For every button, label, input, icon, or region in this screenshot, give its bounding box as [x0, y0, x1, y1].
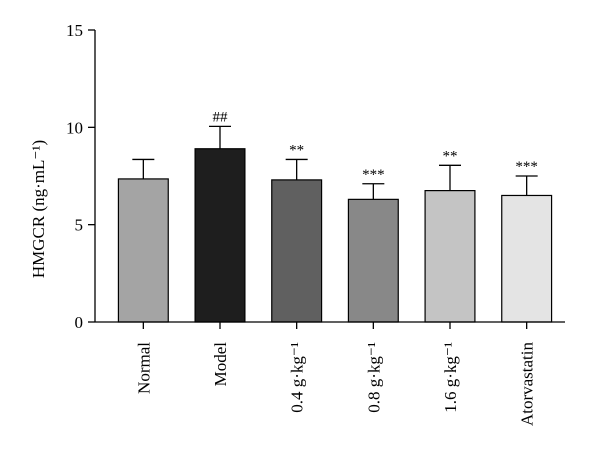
- significance-label: ***: [362, 167, 385, 183]
- bar: [424, 190, 476, 323]
- significance-label: **: [443, 148, 458, 164]
- x-tick-label: 0.8 g·kg⁻¹: [364, 342, 383, 413]
- significance-label: ***: [515, 159, 538, 175]
- bar: [117, 178, 169, 323]
- bars: ##**********: [117, 109, 553, 323]
- x-tick-label: Normal: [134, 342, 153, 394]
- significance-label: ##: [213, 109, 229, 125]
- y-tick-label: 0: [75, 313, 84, 332]
- y-axis: 0 5 10 15: [66, 21, 96, 332]
- bar: [347, 198, 399, 323]
- x-tick-label: 1.6 g·kg⁻¹: [441, 342, 460, 413]
- x-tick-label: Atorvastatin: [518, 342, 537, 427]
- bar: [501, 194, 553, 323]
- bar: [194, 148, 246, 323]
- x-tick-label: Model: [211, 342, 230, 387]
- y-tick-label: 5: [75, 216, 84, 235]
- bar: [271, 179, 323, 323]
- x-axis: Normal Model 0.4 g·kg⁻¹ 0.8 g·kg⁻¹ 1.6 g·kg⁻…: [95, 321, 565, 427]
- y-tick-label: 10: [66, 118, 83, 137]
- x-tick-label: 0.4 g·kg⁻¹: [288, 342, 307, 413]
- y-tick-label: 15: [66, 21, 83, 40]
- significance-label: **: [289, 142, 304, 158]
- y-axis-label: HMGCR (ng·mL⁻¹): [29, 140, 48, 278]
